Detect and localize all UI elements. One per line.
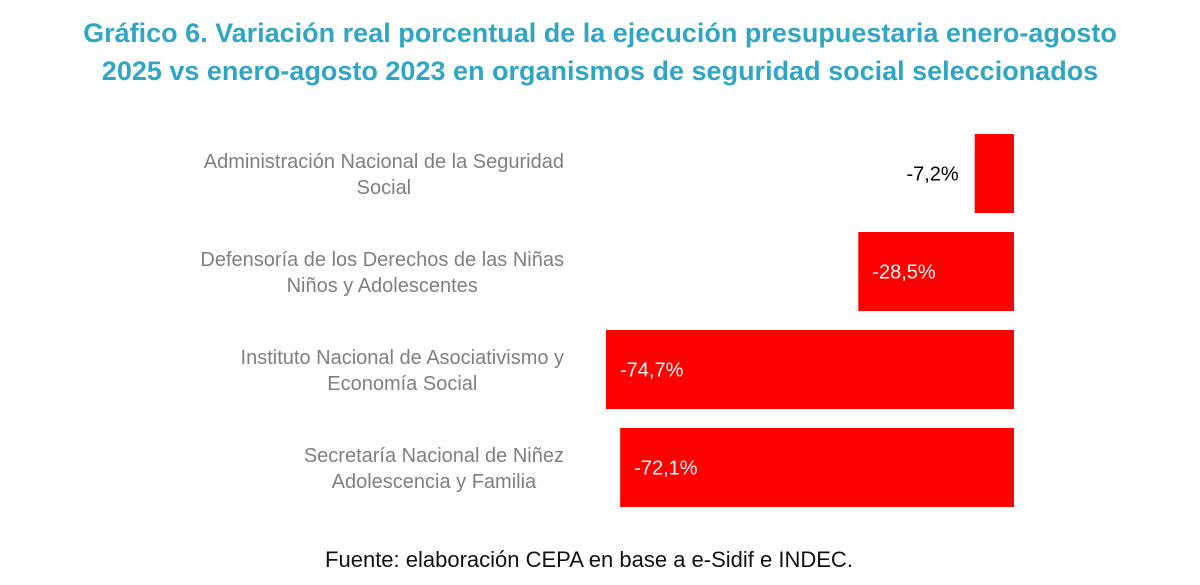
category-label-3-line-2: Economía Social	[327, 373, 477, 395]
category-label-4-line-2: Adolescencia y Familia	[332, 471, 537, 493]
category-label-1-line-2: Social	[357, 177, 411, 199]
data-label-1: -7,2%	[906, 164, 958, 186]
category-label-4-line-1: Secretaría Nacional de Niñez	[304, 445, 564, 467]
data-label-4: -72,1%	[634, 458, 698, 480]
bar-4	[620, 428, 1014, 507]
category-label-4: Secretaría Nacional de Niñez Adolescencia…	[304, 445, 564, 493]
bar-2	[858, 232, 1014, 311]
chart-title-line-1: Gráfico 6. Variación real porcentual de …	[83, 18, 1117, 48]
category-label-3-line-1: Instituto Nacional de Asociativismo y	[241, 347, 565, 369]
bar-1	[974, 134, 1014, 213]
bar-3	[606, 330, 1014, 409]
category-label-3: Instituto Nacional de Asociativismo y Eco…	[241, 347, 565, 395]
category-label-1-line-1: Administración Nacional de la Seguridad	[204, 151, 564, 173]
category-label-2: Defensoría de los Derechos de las Niñas N…	[200, 249, 564, 297]
data-label-3: -74,7%	[620, 360, 684, 382]
category-label-1: Administración Nacional de la Seguridad S…	[204, 151, 564, 199]
chart-title: Gráfico 6. Variación real porcentual de …	[0, 14, 1200, 90]
data-label-2: -28,5%	[872, 262, 936, 284]
chart-title-line-2: 2025 vs enero-agosto 2023 en organismos …	[101, 56, 1099, 86]
category-label-2-line-1: Defensoría de los Derechos de las Niñas	[200, 249, 564, 271]
category-label-2-line-2: Niños y Adolescentes	[287, 275, 478, 297]
source-note: Fuente: elaboración CEPA en base a e-Sid…	[325, 547, 853, 572]
